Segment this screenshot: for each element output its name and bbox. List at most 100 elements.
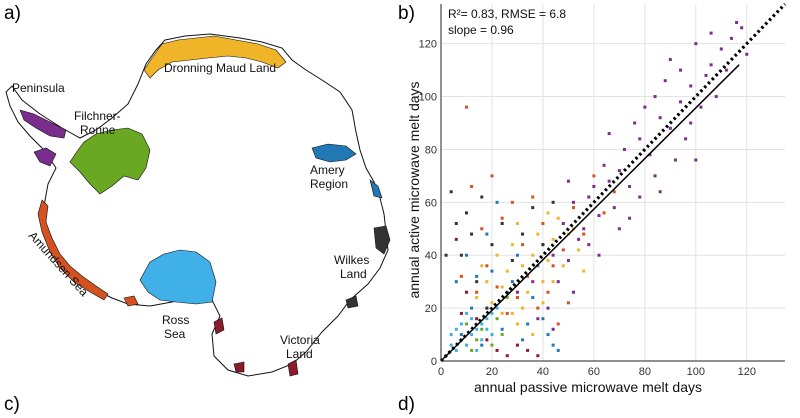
region-wilkes-2 [345, 295, 359, 309]
scatter-point-victoria [475, 317, 479, 321]
scatter-point-peninsula [638, 137, 642, 141]
scatter-point-peninsula [694, 158, 698, 162]
scatter-point-peninsula [653, 174, 657, 178]
antarctica-map: Peninsula Filchner- Ronne Dronning Maud … [5, 33, 391, 377]
scatter-point-amery [454, 280, 458, 284]
scatter-point-dronning [475, 296, 479, 300]
scatter-point-peninsula [561, 221, 565, 225]
region-amery [311, 143, 357, 163]
scatter-point-peninsula [643, 105, 647, 109]
scatter-point-peninsula [704, 73, 708, 77]
scatter-point-ross [454, 348, 458, 352]
label-ross-1: Ross [162, 313, 189, 327]
scatter-point-peninsula [628, 184, 632, 188]
scatter-point-victoria [464, 290, 468, 294]
scatter-point-dronning [495, 253, 499, 257]
scatter-point-peninsula [724, 68, 728, 72]
scatter-point-amundsen [500, 216, 504, 220]
scatter-point-victoria [515, 343, 519, 347]
region-victoria-3 [233, 361, 245, 373]
scatter-point-amundsen [546, 290, 550, 294]
scatter-point-dronning [480, 264, 484, 268]
scatter-point-amery [521, 338, 525, 342]
scatter-point-peninsula [551, 253, 555, 257]
scatter-point-wilkes [500, 221, 504, 225]
scatter-point-dronning [485, 280, 489, 284]
y-tick-label: 100 [419, 92, 437, 104]
scatter-point-ross [470, 317, 474, 321]
scatter-point-filchner [495, 317, 499, 321]
scatter-point-amundsen [602, 211, 606, 215]
scatter-point-filchner [490, 343, 494, 347]
scatter-point-wilkes [464, 211, 468, 215]
region-victoria [213, 317, 225, 335]
scatter-point-wilkes [444, 253, 448, 257]
scatter-point-wilkes [470, 232, 474, 236]
one-to-one-line [439, 2, 787, 363]
scatter-point-peninsula [633, 121, 637, 125]
scatter-point-amundsen [582, 232, 586, 236]
region-filchner [69, 127, 151, 195]
scatter-point-peninsula [582, 227, 586, 231]
label-filchner-1: Filchner- [74, 109, 121, 123]
scatter-point-dronning [551, 237, 555, 241]
scatter-point-peninsula [663, 79, 667, 83]
label-victoria-1: Victoria [280, 333, 320, 347]
label-amery-1: Amery [310, 163, 345, 177]
scatter-point-ross [485, 317, 489, 321]
scatter-point-wilkes [521, 232, 525, 236]
scatter-point-amery [526, 322, 530, 326]
label-amery-2: Region [310, 177, 348, 191]
scatter-point-dronning [551, 280, 555, 284]
scatter-point-dronning [556, 216, 560, 220]
scatter-point-ross [449, 343, 453, 347]
y-axis-title: annual active microwave melt days [406, 81, 422, 298]
scatter-point-dronning [521, 264, 525, 268]
scatter-point-dronning [577, 248, 581, 252]
scatter-point-peninsula [668, 126, 672, 130]
scatter-point-wilkes [551, 200, 555, 204]
scatter-point-filchner [480, 327, 484, 331]
scatter-point-victoria [454, 237, 458, 241]
scatter-point-dronning [561, 264, 565, 268]
scatter-point-victoria [495, 348, 499, 352]
label-filchner-2: Ronne [80, 123, 116, 137]
scatter-point-dronning [526, 290, 530, 294]
x-tick-label: 20 [486, 366, 498, 378]
axes: 0 20 40 60 80 100 120 0 20 40 60 80 100 120 [419, 4, 785, 378]
fit-lines [439, 2, 787, 363]
scatter-point-amundsen [480, 227, 484, 231]
scatter-point-dronning [505, 269, 509, 273]
region-ross [139, 249, 217, 305]
scatter-point-amery [495, 200, 499, 204]
y-tick-label: 120 [419, 39, 437, 51]
scatter-point-ross [464, 343, 468, 347]
scatter-point-ross [464, 311, 468, 315]
scatter-point-wilkes [541, 243, 545, 247]
scatter-point-amundsen [566, 301, 570, 305]
scatter-point-amundsen [592, 174, 596, 178]
scatter-point-amundsen [531, 195, 535, 199]
scatter-point-wilkes [459, 253, 463, 257]
scatter-point-ross [480, 322, 484, 326]
scatter-point-amundsen [495, 285, 499, 289]
scatter-point-amundsen [551, 264, 555, 268]
y-tick-label: 20 [425, 303, 437, 315]
scatter-point-peninsula [628, 216, 632, 220]
panel-label-a: a) [4, 3, 21, 24]
panel-label-c: c) [4, 394, 20, 415]
scatter-point-amundsen [459, 274, 463, 278]
region-victoria-2 [287, 359, 299, 377]
label-wilkes-2: Land [340, 267, 367, 281]
scatter-point-peninsula [587, 195, 591, 199]
scatter-point-victoria [505, 354, 509, 358]
scatter-point-amery [480, 343, 484, 347]
scatter-points [444, 21, 749, 358]
scatter-point-dronning [536, 232, 540, 236]
scatter-point-amundsen [536, 306, 540, 310]
scatter-point-amundsen [505, 311, 509, 315]
scatter-point-peninsula [577, 237, 581, 241]
scatter-point-dronning [510, 243, 514, 247]
scatter-point-amundsen [464, 105, 468, 109]
scatter-point-peninsula [689, 121, 693, 125]
